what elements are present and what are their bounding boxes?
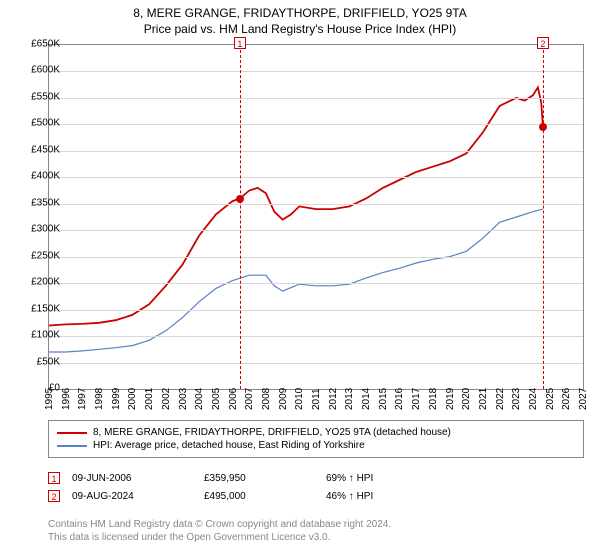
gridline [49, 283, 583, 284]
legend-box: 8, MERE GRANGE, FRIDAYTHORPE, DRIFFIELD,… [48, 420, 584, 458]
x-tick-label: 1997 [77, 388, 88, 410]
x-tick-label: 2024 [528, 388, 539, 410]
event-vline [543, 45, 544, 389]
gridline [49, 71, 583, 72]
gridline [49, 257, 583, 258]
x-tick-label: 2019 [445, 388, 456, 410]
event-pct: 46% ↑ HPI [326, 491, 416, 502]
y-tick-label: £400K [16, 171, 60, 182]
x-tick-label: 2008 [261, 388, 272, 410]
gridline [49, 177, 583, 178]
x-tick-label: 2023 [511, 388, 522, 410]
x-tick-label: 2026 [561, 388, 572, 410]
footer-line2: This data is licensed under the Open Gov… [48, 531, 584, 544]
x-tick-label: 2004 [194, 388, 205, 410]
legend-row: 8, MERE GRANGE, FRIDAYTHORPE, DRIFFIELD,… [57, 427, 575, 438]
x-tick-label: 1998 [94, 388, 105, 410]
x-tick-label: 2025 [545, 388, 556, 410]
x-tick-label: 2005 [211, 388, 222, 410]
x-tick-label: 2009 [278, 388, 289, 410]
event-marker-box: 1 [234, 37, 246, 49]
plot-area: 12 [48, 44, 584, 390]
event-date: 09-AUG-2024 [72, 491, 192, 502]
x-tick-label: 2011 [311, 388, 322, 410]
gridline [49, 363, 583, 364]
x-tick-label: 2013 [344, 388, 355, 410]
x-tick-label: 2012 [328, 388, 339, 410]
footer-line1: Contains HM Land Registry data © Crown c… [48, 518, 584, 531]
y-tick-label: £100K [16, 330, 60, 341]
legend-swatch [57, 432, 87, 434]
x-tick-label: 2003 [178, 388, 189, 410]
y-tick-label: £350K [16, 197, 60, 208]
event-pct: 69% ↑ HPI [326, 473, 416, 484]
y-tick-label: £500K [16, 118, 60, 129]
x-tick-label: 2010 [294, 388, 305, 410]
gridline [49, 124, 583, 125]
x-tick-label: 1996 [61, 388, 72, 410]
x-tick-label: 2022 [495, 388, 506, 410]
gridline [49, 204, 583, 205]
y-tick-label: £650K [16, 39, 60, 50]
y-tick-label: £50K [16, 356, 60, 367]
chart-title-line2: Price paid vs. HM Land Registry's House … [0, 20, 600, 40]
event-marker-box: 2 [537, 37, 549, 49]
x-tick-label: 2016 [394, 388, 405, 410]
x-tick-label: 2001 [144, 388, 155, 410]
events-table: 1 09-JUN-2006 £359,950 69% ↑ HPI 2 09-AU… [48, 466, 584, 508]
gridline [49, 98, 583, 99]
legend-label: HPI: Average price, detached house, East… [93, 440, 365, 451]
x-tick-label: 2018 [428, 388, 439, 410]
x-tick-label: 1999 [111, 388, 122, 410]
event-marker-box: 2 [48, 490, 60, 502]
gridline [49, 310, 583, 311]
chart-lines-svg [49, 45, 583, 389]
x-tick-label: 2006 [228, 388, 239, 410]
event-dot [236, 195, 244, 203]
series-line-price_paid [49, 87, 543, 325]
event-marker-box: 1 [48, 472, 60, 484]
legend-row: HPI: Average price, detached house, East… [57, 440, 575, 451]
y-tick-label: £150K [16, 303, 60, 314]
gridline [49, 336, 583, 337]
chart-container: 8, MERE GRANGE, FRIDAYTHORPE, DRIFFIELD,… [0, 0, 600, 560]
x-tick-label: 2020 [461, 388, 472, 410]
y-tick-label: £300K [16, 224, 60, 235]
event-dot [539, 123, 547, 131]
y-tick-label: £200K [16, 277, 60, 288]
event-row: 2 09-AUG-2024 £495,000 46% ↑ HPI [48, 490, 584, 502]
event-row: 1 09-JUN-2006 £359,950 69% ↑ HPI [48, 472, 584, 484]
y-tick-label: £600K [16, 65, 60, 76]
y-tick-label: £450K [16, 144, 60, 155]
y-tick-label: £250K [16, 250, 60, 261]
footer-attribution: Contains HM Land Registry data © Crown c… [48, 518, 584, 544]
event-date: 09-JUN-2006 [72, 473, 192, 484]
x-tick-label: 2014 [361, 388, 372, 410]
gridline [49, 230, 583, 231]
chart-title-line1: 8, MERE GRANGE, FRIDAYTHORPE, DRIFFIELD,… [0, 0, 600, 20]
event-vline [240, 45, 241, 389]
gridline [49, 151, 583, 152]
legend-swatch [57, 445, 87, 447]
x-tick-label: 2002 [161, 388, 172, 410]
y-tick-label: £550K [16, 91, 60, 102]
legend-label: 8, MERE GRANGE, FRIDAYTHORPE, DRIFFIELD,… [93, 427, 451, 438]
x-tick-label: 2000 [127, 388, 138, 410]
event-price: £495,000 [204, 491, 314, 502]
x-tick-label: 2017 [411, 388, 422, 410]
x-tick-label: 2007 [244, 388, 255, 410]
x-tick-label: 1995 [44, 388, 55, 410]
x-tick-label: 2015 [378, 388, 389, 410]
x-tick-label: 2021 [478, 388, 489, 410]
x-tick-label: 2027 [578, 388, 589, 410]
event-price: £359,950 [204, 473, 314, 484]
